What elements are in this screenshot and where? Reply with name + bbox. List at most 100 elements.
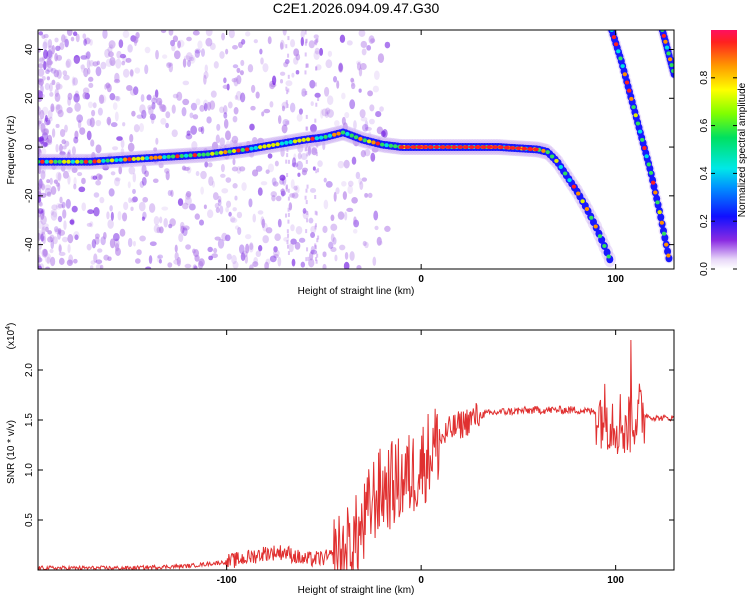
spectrogram-speckle bbox=[156, 255, 161, 263]
spectrogram-speckle bbox=[120, 139, 125, 149]
spectrogram-speckle bbox=[358, 177, 363, 185]
spectrogram-speckle bbox=[66, 259, 73, 266]
spectrogram-speckle bbox=[55, 104, 61, 111]
spectrogram-speckle bbox=[272, 181, 279, 187]
spectrogram-speckle bbox=[171, 44, 176, 52]
spectrogram-speckle bbox=[353, 216, 357, 225]
spectrogram-speckle bbox=[45, 266, 51, 269]
spectrogram-speckle bbox=[282, 175, 287, 186]
spectrogram-speckle bbox=[258, 245, 263, 252]
spectrogram-speckle bbox=[231, 166, 239, 172]
spectrogram-speckle bbox=[200, 126, 205, 135]
spectrogram-speckle bbox=[202, 99, 209, 109]
spectrogram-speckle bbox=[333, 191, 337, 202]
spectrogram-speckle bbox=[322, 225, 328, 234]
trace-peak bbox=[584, 206, 590, 211]
spectrogram-speckle bbox=[41, 183, 46, 191]
spectrogram-speckle bbox=[129, 69, 134, 77]
spectrogram-streak bbox=[306, 152, 309, 157]
spectrogram-speckle bbox=[38, 120, 42, 125]
spectrogram-speckle bbox=[215, 207, 220, 213]
spectrogram-speckle bbox=[74, 102, 81, 112]
trace-peak bbox=[667, 57, 673, 62]
spectrogram-speckle bbox=[68, 254, 74, 265]
trace-peak bbox=[131, 156, 137, 161]
trace-peak bbox=[88, 159, 93, 164]
trace-hot bbox=[445, 145, 452, 149]
spectrogram-speckle bbox=[141, 216, 145, 221]
spectrogram-speckle bbox=[38, 208, 44, 214]
spectrogram-speckle bbox=[121, 60, 126, 66]
spectrogram-speckle bbox=[249, 264, 254, 269]
spectrogram-speckle bbox=[351, 156, 357, 165]
spectrogram-speckle bbox=[95, 263, 102, 269]
spectrogram-speckle bbox=[379, 106, 384, 112]
spectrogram-speckle bbox=[88, 82, 94, 89]
spectrogram-streak bbox=[287, 233, 290, 238]
trace-peak bbox=[136, 156, 141, 161]
snr-xlabel: Height of straight line (km) bbox=[298, 585, 415, 596]
trace-hot bbox=[474, 145, 481, 149]
spectrogram-speckle bbox=[334, 120, 340, 127]
spectrogram-speckle bbox=[106, 116, 112, 126]
trace-peak bbox=[571, 184, 577, 189]
spectrogram-speckle bbox=[216, 123, 221, 131]
spectrogram-streak bbox=[306, 126, 309, 131]
spectrogram-speckle bbox=[197, 40, 203, 49]
spectrogram-speckle bbox=[232, 261, 239, 269]
spectrogram-speckle bbox=[148, 106, 154, 116]
spectrogram-speckle bbox=[87, 101, 93, 109]
spectrogram-speckle bbox=[344, 112, 350, 119]
spectrogram-speckle bbox=[168, 223, 173, 229]
spectrogram-speckle bbox=[260, 216, 265, 226]
trace-peak bbox=[593, 224, 598, 229]
spectrogram-speckle bbox=[131, 110, 136, 117]
spectrogram-speckle bbox=[38, 165, 42, 175]
trace-hot bbox=[503, 145, 510, 150]
spectrogram-speckle bbox=[38, 183, 43, 190]
spectrogram-speckle bbox=[129, 88, 137, 96]
spectrogram-speckle bbox=[44, 184, 52, 191]
spectrogram-speckle bbox=[113, 78, 121, 84]
trace-hot bbox=[521, 146, 528, 151]
spectrogram-speckle bbox=[80, 64, 85, 70]
spectrogram-speckle bbox=[109, 205, 113, 212]
spectrogram-streak bbox=[316, 238, 319, 243]
snr-ytick-label: 1.0 bbox=[24, 463, 35, 477]
spectrogram-speckle bbox=[60, 165, 66, 172]
spectrogram-speckle bbox=[338, 63, 344, 73]
trace-peak bbox=[384, 143, 389, 148]
trace-core bbox=[661, 233, 669, 242]
spectrogram-speckle bbox=[232, 183, 238, 189]
spectrogram-speckle bbox=[349, 251, 355, 261]
spectrogram-speckle bbox=[133, 86, 139, 96]
trace-peak bbox=[53, 159, 58, 164]
spectrogram-streak bbox=[286, 229, 289, 234]
spectrogram-speckle bbox=[70, 36, 75, 42]
spectrogram-speckle bbox=[85, 51, 91, 60]
spectrogram-speckle bbox=[86, 243, 92, 251]
spectrogram-streak bbox=[305, 267, 308, 269]
trace-peak bbox=[57, 159, 62, 164]
colorbar-gradient bbox=[711, 30, 737, 269]
trace-hot bbox=[404, 145, 411, 149]
trace-peak bbox=[244, 147, 250, 152]
spectrogram-speckle bbox=[240, 59, 245, 66]
trace-peak bbox=[323, 134, 328, 139]
spectrogram-streak bbox=[305, 63, 308, 68]
spectrogram-speckle bbox=[114, 243, 120, 252]
spectrogram-streak bbox=[287, 88, 290, 93]
spectrogram-speckle bbox=[371, 156, 376, 161]
spectrogram-speckle bbox=[53, 69, 60, 78]
trace-peak bbox=[214, 151, 219, 156]
spectrogram-speckle bbox=[168, 30, 174, 36]
spectrogram-speckle bbox=[47, 49, 53, 59]
spectrogram-speckle bbox=[67, 175, 71, 185]
spectrogram-speckle bbox=[252, 261, 259, 267]
spectrogram-speckle bbox=[106, 83, 112, 93]
trace-peak bbox=[650, 180, 656, 185]
spectrogram-speckle bbox=[66, 151, 70, 157]
spectrogram-streak bbox=[286, 90, 289, 95]
spectrogram-speckle bbox=[204, 64, 208, 73]
